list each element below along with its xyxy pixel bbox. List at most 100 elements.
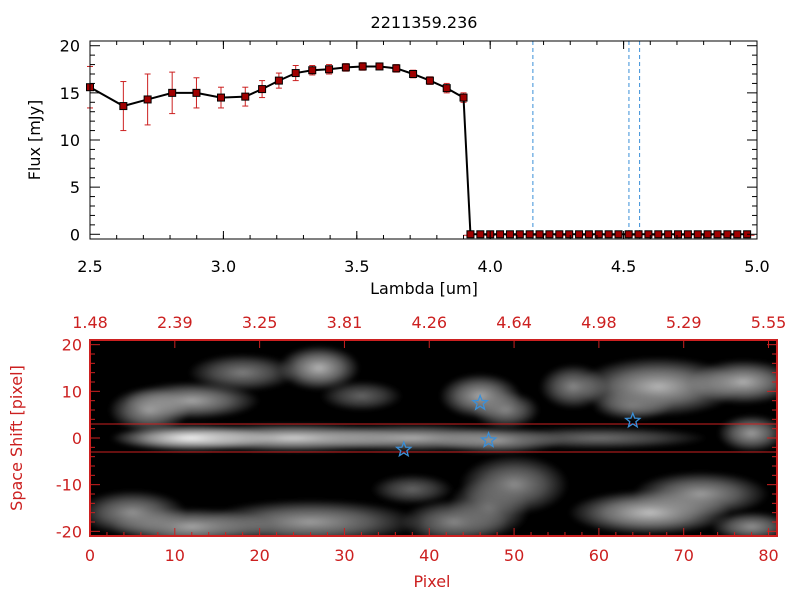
data-point-44 (703, 230, 712, 239)
data-point-3 (168, 88, 177, 97)
img-top-tick-label-6: 4.98 (581, 313, 617, 332)
spectrum-y-ticks: 0 5 10 15 20 (60, 37, 757, 244)
img-top-tick-label-4: 4.26 (411, 313, 447, 332)
star-marker-0 (471, 393, 490, 411)
image-y-label: Space Shift [pixel] (7, 365, 26, 511)
img-y-tick-label-2: 0 (72, 429, 82, 448)
image-overlay (90, 393, 777, 458)
x-tick-label-0: 2.5 (77, 257, 102, 276)
img-x-tick-label-1: 10 (165, 546, 185, 565)
img-top-tick-label-3: 3.81 (327, 313, 363, 332)
data-point-4 (192, 88, 201, 97)
data-point-29 (555, 230, 564, 239)
img-x-tick-label-5: 50 (504, 546, 524, 565)
img-y-tick-label-3: 10 (62, 382, 82, 401)
data-point-36 (624, 230, 633, 239)
image-x-label: Pixel (413, 572, 450, 591)
data-point-20 (466, 230, 475, 239)
data-point-13 (358, 62, 367, 71)
spectrum-x-ticks: 2.5 3.0 3.5 4.0 4.5 5.0 (77, 41, 770, 276)
data-point-33 (594, 230, 603, 239)
data-point-46 (723, 230, 732, 239)
data-point-31 (575, 230, 584, 239)
img-top-tick-label-5: 4.64 (496, 313, 532, 332)
intensity-blob-14 (592, 390, 674, 421)
image-y-ticks: -20 -10 0 10 20 (56, 336, 777, 541)
data-point-34 (604, 230, 613, 239)
data-point-1 (119, 102, 128, 111)
data-point-45 (713, 230, 722, 239)
img-x-tick-label-2: 20 (249, 546, 269, 565)
image-intensity (90, 345, 777, 536)
data-point-28 (545, 230, 554, 239)
data-point-24 (505, 230, 514, 239)
data-point-17 (425, 76, 434, 85)
data-point-23 (496, 230, 505, 239)
data-point-26 (525, 230, 534, 239)
intensity-blob-18 (201, 499, 420, 536)
img-y-tick-label-0: -20 (56, 522, 82, 541)
spectrum-panel: 2211359.236 2.5 3.0 3.5 4.0 4.5 5.0 05101520 … (25, 13, 770, 298)
y-tick-label-4: 20 (60, 37, 80, 56)
img-x-tick-label-3: 30 (334, 546, 354, 565)
x-tick-label-1: 3.0 (211, 257, 236, 276)
x-tick-label-2: 3.5 (344, 257, 369, 276)
img-x-tick-label-6: 60 (589, 546, 609, 565)
data-point-15 (392, 64, 401, 73)
intensity-blob-13 (688, 359, 777, 405)
intensity-blob-8 (188, 354, 297, 392)
img-x-tick-label-0: 0 (85, 546, 95, 565)
img-top-tick-label-8: 5.55 (751, 313, 787, 332)
image-x-ticks: 0 10 20 30 40 50 60 70 80 (85, 528, 779, 565)
data-point-32 (584, 230, 593, 239)
intensity-blob-25 (320, 381, 403, 411)
y-tick-label-1: 5 (70, 178, 80, 197)
spectrum-frame (89, 40, 758, 240)
intensity-blob-24 (710, 511, 777, 536)
data-point-25 (515, 230, 524, 239)
intensity-blob-26 (371, 474, 454, 505)
data-point-18 (442, 84, 451, 93)
intensity-blob-6 (123, 382, 260, 420)
star-marker-3 (623, 411, 642, 429)
intensity-blob-7 (278, 345, 360, 391)
img-x-tick-label-4: 40 (419, 546, 439, 565)
x-tick-label-3: 4.0 (477, 257, 502, 276)
star-marker-2 (394, 440, 413, 458)
data-point-9 (291, 69, 300, 78)
data-point-39 (654, 230, 663, 239)
y-tick-label-0: 0 (70, 225, 80, 244)
image-top-ticks: 1.48 2.39 3.25 3.81 4.26 4.64 4.98 5.29 5.55 (72, 313, 786, 348)
data-point-30 (565, 230, 574, 239)
data-point-16 (409, 70, 418, 78)
data-point-8 (274, 76, 283, 85)
intensity-blob-21 (447, 478, 530, 536)
data-point-27 (535, 230, 544, 239)
chart-title: 2211359.236 (371, 13, 478, 32)
img-x-tick-label-7: 70 (674, 546, 694, 565)
x-tick-label-5: 5.0 (744, 257, 769, 276)
img-top-tick-label-0: 1.48 (72, 313, 108, 332)
data-point-10 (308, 66, 317, 75)
data-point-47 (733, 230, 742, 239)
series-line (89, 65, 748, 236)
data-point-11 (325, 65, 334, 74)
y-tick-label-3: 15 (60, 84, 80, 103)
data-point-41 (674, 230, 683, 239)
intensity-blob-23 (632, 471, 769, 517)
spectrum-y-label: Flux [mJy] (25, 100, 44, 181)
y-tick-label-2: 10 (60, 131, 80, 150)
intensity-blob-10 (471, 391, 540, 429)
data-point-37 (634, 230, 643, 239)
data-point-35 (614, 230, 623, 239)
data-point-21 (476, 230, 485, 239)
data-point-5 (216, 93, 225, 102)
intensity-blob-4 (490, 426, 708, 450)
spectrum-x-label: Lambda [um] (370, 279, 478, 298)
star-marker-1 (479, 431, 498, 448)
img-top-tick-label-1: 2.39 (157, 313, 193, 332)
img-x-tick-label-8: 80 (758, 546, 778, 565)
data-point-40 (664, 230, 673, 239)
data-point-14 (375, 62, 384, 71)
